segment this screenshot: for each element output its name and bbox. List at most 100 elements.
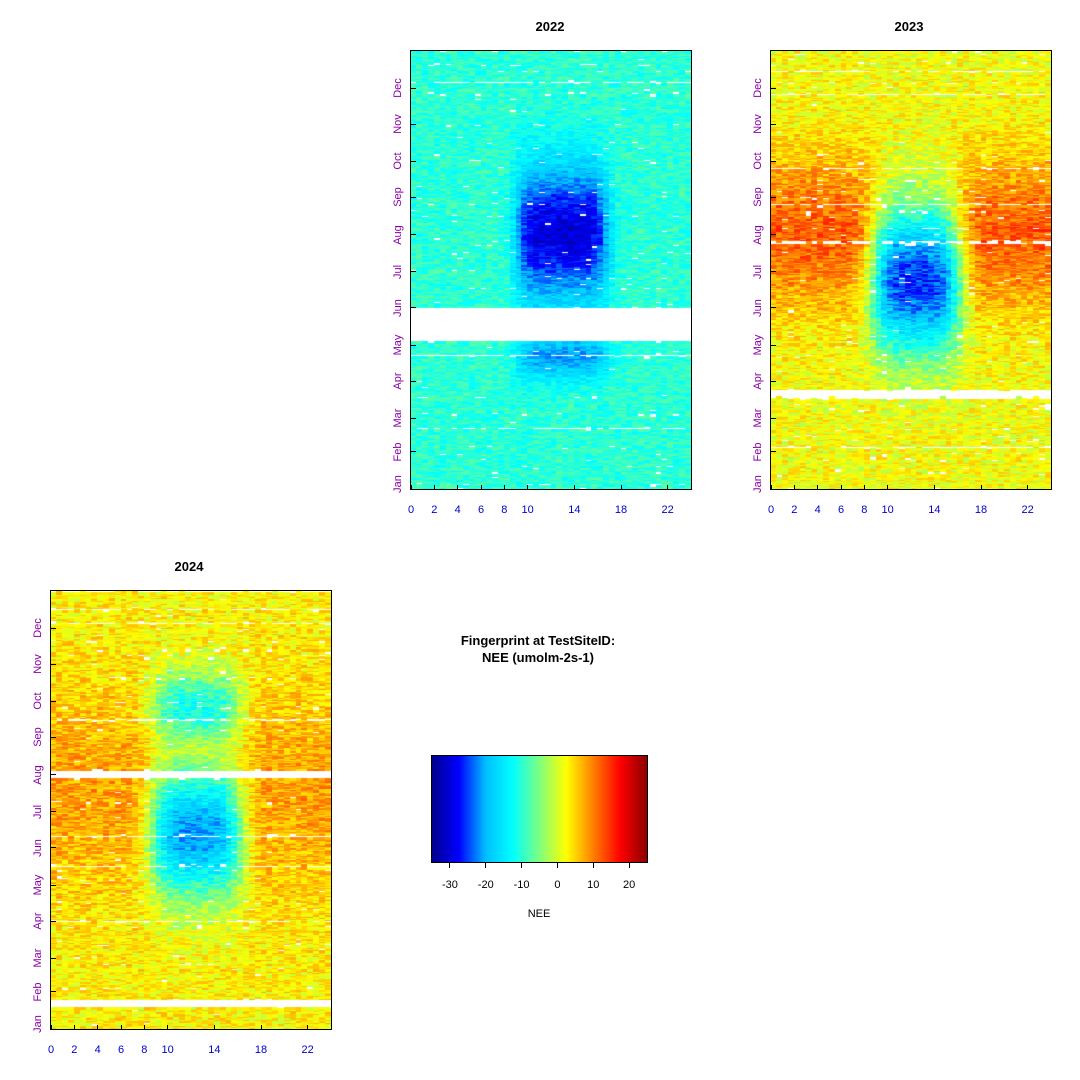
- figure-title-line1: Fingerprint at TestSiteID:: [460, 633, 616, 648]
- y-tick-mark: [770, 196, 776, 198]
- x-tick-mark: [97, 1025, 99, 1030]
- y-tick-mark: [410, 160, 416, 162]
- colorbar-tick-label: 10: [587, 879, 600, 891]
- x-tick-mark: [620, 485, 622, 490]
- x-tick-mark: [457, 485, 459, 490]
- y-tick-mark: [50, 1028, 56, 1030]
- x-tick-mark: [433, 485, 435, 490]
- x-tick-mark: [863, 485, 865, 490]
- y-tick-mark: [770, 307, 776, 309]
- x-tick-mark: [980, 485, 982, 490]
- x-tick-label: 8: [501, 504, 508, 516]
- x-tick-mark: [260, 1025, 262, 1030]
- y-tick-label: Sep: [392, 187, 404, 208]
- colorbar-tick-label: -10: [513, 879, 530, 891]
- x-tick-mark: [793, 485, 795, 490]
- figure-title-line2: NEE (umolm-2s-1): [482, 650, 594, 665]
- y-tick-mark: [770, 271, 776, 273]
- colorbar-tick-mark: [592, 863, 594, 868]
- y-tick-label: Sep: [752, 187, 764, 208]
- y-tick-label: Aug: [32, 764, 44, 785]
- x-tick-label: 14: [928, 504, 941, 516]
- y-tick-label: Mar: [32, 948, 44, 968]
- y-tick-label: Apr: [752, 372, 764, 390]
- x-tick-label: 6: [477, 504, 485, 516]
- x-tick-mark: [167, 1025, 169, 1030]
- figure-title: Fingerprint at TestSiteID: NEE (umolm-2s…: [388, 632, 688, 666]
- colorbar-tick-mark: [485, 863, 487, 868]
- y-tick-mark: [770, 380, 776, 382]
- y-tick-mark: [50, 991, 56, 993]
- x-tick-mark: [840, 485, 842, 490]
- x-tick-label: 4: [814, 504, 821, 516]
- y-tick-mark: [410, 451, 416, 453]
- y-tick-label: Aug: [752, 224, 764, 245]
- y-tick-label: Aug: [392, 224, 404, 245]
- colorbar-tick-label: 20: [622, 879, 636, 891]
- y-tick-label: Jan: [392, 475, 404, 493]
- y-tick-mark: [770, 123, 776, 125]
- x-tick-label: 0: [767, 504, 775, 516]
- y-tick-mark: [410, 271, 416, 273]
- x-tick-label: 18: [614, 504, 628, 516]
- y-tick-mark: [410, 344, 416, 346]
- y-tick-mark: [770, 417, 776, 419]
- y-tick-label: Apr: [392, 372, 404, 390]
- y-tick-mark: [410, 87, 416, 89]
- y-tick-label: May: [392, 334, 404, 356]
- x-tick-mark: [933, 485, 935, 490]
- panel-title-2022: 2022: [535, 19, 565, 34]
- y-tick-mark: [50, 700, 56, 702]
- y-tick-label: May: [32, 874, 44, 896]
- x-tick-label: 10: [161, 1044, 174, 1056]
- x-tick-label: 2: [431, 504, 438, 516]
- y-tick-mark: [50, 774, 56, 776]
- y-tick-mark: [770, 488, 776, 490]
- y-tick-mark: [410, 417, 416, 419]
- x-tick-label: 14: [568, 504, 581, 516]
- y-tick-label: Dec: [752, 78, 764, 98]
- heatmap-canvas-2023: [771, 51, 1051, 489]
- x-tick-label: 8: [141, 1044, 148, 1056]
- heatmap-plot-2023: [770, 50, 1052, 490]
- y-tick-label: Sep: [32, 727, 44, 748]
- colorbar-tick-label: -30: [441, 879, 458, 891]
- x-tick-label: 8: [861, 504, 868, 516]
- y-tick-label: Feb: [752, 442, 764, 462]
- y-tick-mark: [410, 123, 416, 125]
- colorbar-legend: [431, 755, 648, 863]
- y-tick-label: Oct: [392, 152, 404, 170]
- heatmap-canvas-2022: [411, 51, 691, 489]
- heatmap-plot-2024: [50, 590, 332, 1030]
- heatmap-canvas-2024: [51, 591, 331, 1029]
- y-tick-label: Feb: [392, 442, 404, 462]
- y-tick-label: May: [752, 334, 764, 356]
- panel-title-2023: 2023: [894, 19, 924, 34]
- x-tick-mark: [887, 485, 889, 490]
- y-tick-mark: [770, 87, 776, 89]
- y-tick-label: Mar: [392, 408, 404, 428]
- x-tick-mark: [667, 485, 669, 490]
- y-tick-mark: [770, 344, 776, 346]
- y-tick-mark: [50, 847, 56, 849]
- x-tick-mark: [527, 485, 529, 490]
- x-tick-mark: [770, 485, 772, 490]
- x-tick-mark: [573, 485, 575, 490]
- x-tick-mark: [480, 485, 482, 490]
- colorbar-tick-label: -20: [477, 879, 494, 891]
- y-tick-label: Jan: [752, 475, 764, 493]
- y-tick-mark: [50, 663, 56, 665]
- panel-title-2024: 2024: [174, 559, 204, 574]
- x-tick-mark: [143, 1025, 145, 1030]
- y-tick-label: Apr: [32, 912, 44, 930]
- heatmap-plot-2022: [410, 50, 692, 490]
- y-tick-mark: [50, 957, 56, 959]
- x-tick-label: 2: [791, 504, 798, 516]
- x-tick-label: 22: [661, 504, 674, 516]
- y-tick-mark: [770, 234, 776, 236]
- y-tick-label: Mar: [752, 408, 764, 428]
- y-tick-mark: [410, 234, 416, 236]
- colorbar-tick-label: 0: [554, 879, 561, 891]
- x-tick-mark: [120, 1025, 122, 1030]
